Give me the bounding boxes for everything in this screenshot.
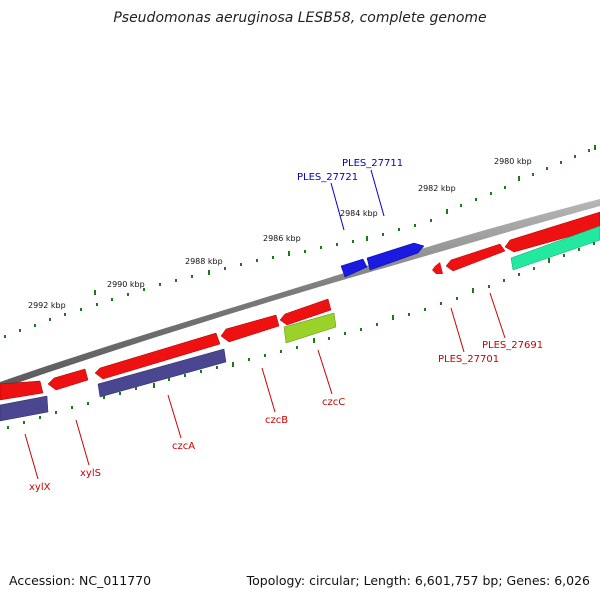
scale-label: 2990 kbp — [107, 280, 145, 289]
gene-arrow-small[interactable] — [432, 262, 443, 274]
gene-label-ples-27711: PLES_27711 — [342, 158, 403, 169]
gene-label-czcc: czcC — [322, 397, 345, 408]
leader-line-czcb — [261, 367, 276, 413]
leader-line-ples-27701 — [450, 307, 465, 353]
gene-arrow-ples-27691[interactable] — [504, 211, 600, 253]
gene-label-czcb: czcB — [265, 415, 288, 426]
leader-line-ples-27711 — [370, 169, 385, 217]
accession-info: Accession: NC_011770 — [9, 573, 152, 588]
gene-arrow-xyls[interactable] — [47, 368, 89, 391]
genome-title: Pseudomonas aeruginosa LESB58, complete … — [113, 10, 487, 26]
feature-bar-czca[interactable] — [97, 348, 227, 398]
leader-line-xyls — [75, 419, 90, 466]
leader-line-czca — [167, 394, 182, 439]
inner-scale-ticks — [7, 242, 595, 429]
gene-arrow-ples-27721[interactable] — [340, 258, 368, 278]
gene-arrow-czcb[interactable] — [220, 314, 280, 343]
gene-arrow-xylx[interactable] — [0, 380, 44, 401]
leader-line-ples-27721 — [330, 182, 345, 231]
genome-summary: Topology: circular; Length: 6,601,757 bp… — [246, 573, 590, 588]
gene-label-ples-27721: PLES_27721 — [297, 172, 358, 183]
leader-line-czcc — [317, 349, 333, 395]
gene-label-czca: czcA — [172, 441, 195, 452]
scale-label: 2988 kbp — [185, 257, 223, 266]
feature-bar-xylx[interactable] — [0, 395, 49, 422]
gene-label-xylx: xylX — [29, 482, 51, 493]
leader-line-xylx — [24, 433, 39, 480]
scale-label: 2986 kbp — [263, 234, 301, 243]
gene-label-ples-27691: PLES_27691 — [482, 340, 543, 351]
feature-bar-czcc[interactable] — [283, 312, 337, 344]
gene-arrow-czcc[interactable] — [279, 298, 332, 326]
scale-label: 2980 kbp — [494, 157, 532, 166]
gene-arrow-ples-27711[interactable] — [366, 242, 425, 271]
gene-label-ples-27701: PLES_27701 — [438, 354, 499, 365]
gene-arrow-czca[interactable] — [94, 332, 221, 380]
scale-label: 2982 kbp — [418, 184, 456, 193]
scale-label: 2992 kbp — [28, 301, 66, 310]
genome-backbone — [0, 199, 600, 389]
outer-scale-ticks — [4, 145, 596, 338]
leader-line-ples-27691 — [489, 292, 506, 339]
gene-label-xyls: xylS — [80, 468, 101, 479]
gene-arrow-ples-27701[interactable] — [445, 243, 506, 272]
leader-lines — [24, 169, 506, 480]
scale-label: 2984 kbp — [340, 209, 378, 218]
feature-bar-teal[interactable] — [510, 225, 600, 271]
